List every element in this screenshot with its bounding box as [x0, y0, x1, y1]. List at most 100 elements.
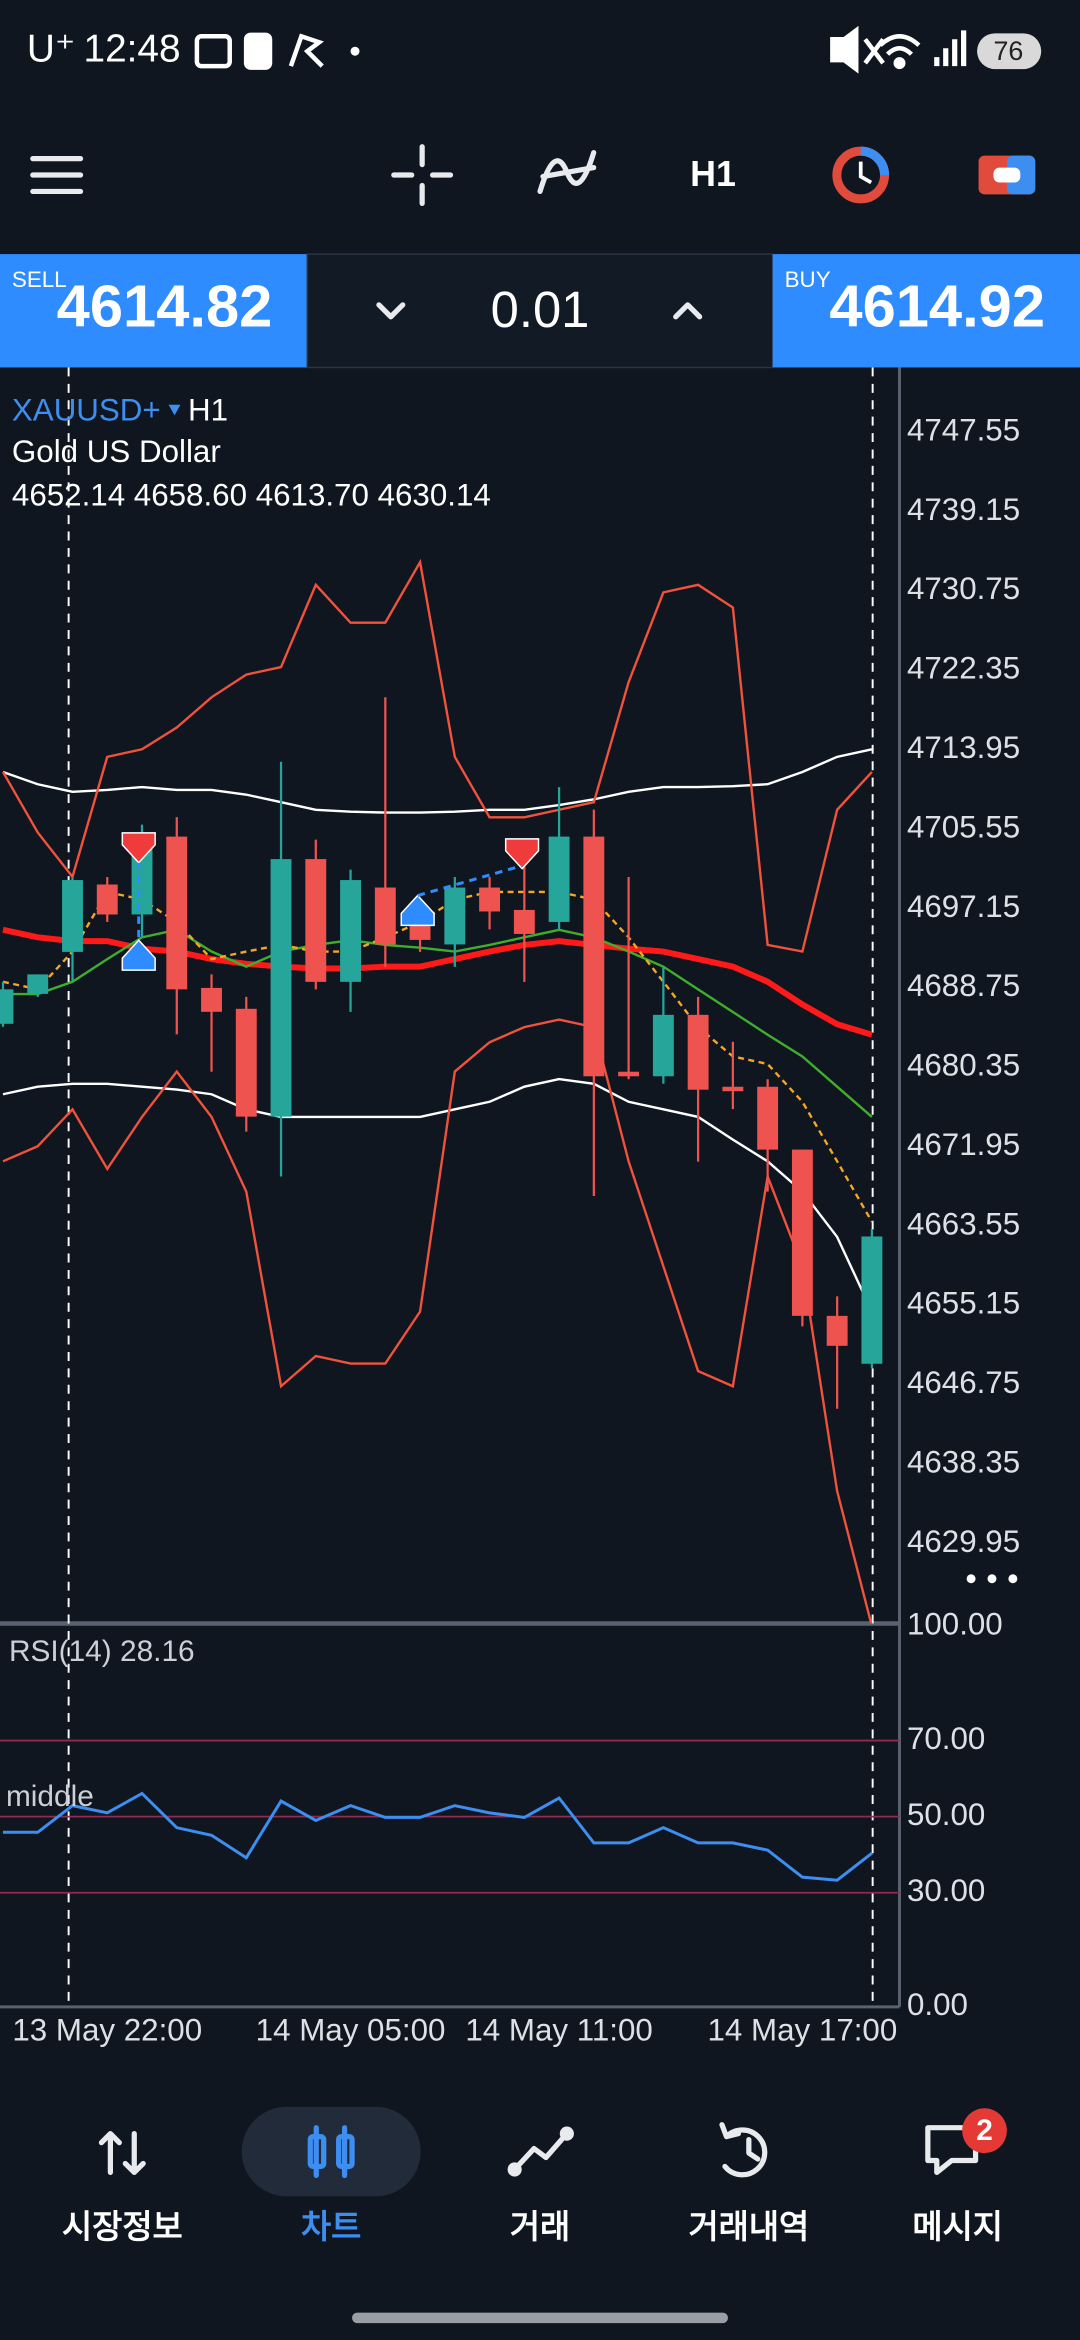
y-tick-label: 100.00 — [907, 1607, 1003, 1642]
candle-body — [305, 859, 327, 982]
clock: 12:48 — [84, 27, 181, 70]
badge-count: 2 — [976, 2114, 993, 2147]
buy-price: 4614.92 — [829, 273, 1045, 340]
indicator-button[interactable] — [537, 150, 597, 195]
rsi-title: RSI(14) 28.16 — [9, 1635, 195, 1668]
y-tick-label: 4705.55 — [907, 809, 1020, 844]
buy-button[interactable] — [772, 254, 1080, 368]
badge — [962, 2108, 1007, 2154]
y-tick-label: 4646.75 — [907, 1365, 1020, 1400]
nav-label[interactable]: 시장정보 — [62, 2208, 183, 2245]
candle-body — [652, 1014, 674, 1077]
candle-body — [791, 1149, 813, 1316]
plot — [0, 558, 900, 1894]
y-tick-label: 4638.35 — [907, 1445, 1020, 1480]
candle-body — [166, 836, 188, 990]
candle-body — [409, 921, 431, 940]
signals — [121, 832, 540, 971]
y-tick-label: 4697.15 — [907, 889, 1020, 924]
more-button[interactable] — [966, 1574, 1018, 1584]
candle-body — [618, 1071, 640, 1077]
y-tick-label: 4629.95 — [907, 1524, 1020, 1559]
y-tick-label: 4655.15 — [907, 1286, 1020, 1321]
sell-button[interactable] — [0, 254, 308, 368]
y-tick-label: 0.00 — [907, 1987, 968, 2022]
home-indicator — [352, 2312, 728, 2324]
sell-price: 4614.82 — [57, 273, 273, 340]
crosshair-button[interactable] — [391, 144, 454, 206]
candle-body — [96, 884, 118, 915]
candle-body — [479, 887, 501, 912]
chart-timeframe: H1 — [188, 392, 228, 427]
rsi-line — [2, 1791, 873, 1882]
indicator-line — [2, 928, 873, 1118]
lot-size: 0.01 — [491, 281, 590, 338]
nav-label[interactable]: 차트 — [301, 2208, 361, 2245]
candle-body — [374, 887, 396, 945]
y-tick-label: 4680.35 — [907, 1048, 1020, 1083]
y-tick-label: 4688.75 — [907, 968, 1020, 1003]
candle-body — [722, 1086, 744, 1092]
y-tick-label: 4747.55 — [907, 412, 1020, 447]
nav-icon — [98, 2122, 979, 2178]
candle-body — [27, 974, 49, 994]
candle-body — [548, 836, 570, 922]
y-tick-label: 70.00 — [907, 1721, 985, 1756]
indicator-line — [2, 748, 873, 814]
sell-label: SELL — [12, 267, 67, 292]
x-tick-label: 13 May 22:00 — [12, 2012, 202, 2047]
indicator-line — [2, 1077, 873, 1313]
lot-down[interactable] — [376, 302, 406, 320]
symbol[interactable]: XAUUSD+ — [12, 392, 161, 427]
candle-body — [687, 1014, 709, 1090]
lot-up[interactable] — [673, 302, 703, 320]
candle-body — [757, 1086, 779, 1150]
carrier: U⁺ — [27, 27, 75, 70]
candle-body — [826, 1315, 848, 1346]
nav-label[interactable]: 메시지 — [912, 2208, 1003, 2245]
nav-icon — [307, 2125, 355, 2179]
candle-body — [861, 1236, 883, 1364]
trade-button[interactable] — [978, 155, 1036, 195]
candle-body — [201, 987, 222, 1012]
y-tick-label: 4663.55 — [907, 1206, 1020, 1241]
menu-button[interactable] — [30, 156, 84, 195]
symbol-description: Gold US Dollar — [12, 434, 221, 469]
nav-active — [241, 2106, 421, 2197]
candle-body — [62, 880, 83, 952]
y-tick-label: 4671.95 — [907, 1127, 1020, 1162]
x-tick-label: 14 May 11:00 — [465, 2012, 652, 2047]
ohlc: 4652.14 4658.60 4613.70 4630.14 — [12, 478, 491, 513]
y-tick-label: 4713.95 — [907, 730, 1020, 765]
y-tick-label: 4730.75 — [907, 571, 1020, 606]
y-tick-label: 4722.35 — [907, 651, 1020, 686]
x-tick-label: 14 May 17:00 — [708, 2012, 898, 2047]
candle-body — [583, 836, 605, 1077]
candle-body — [340, 880, 361, 982]
history-button[interactable] — [832, 146, 890, 204]
buy-label: BUY — [785, 267, 831, 292]
x-tick-label: 14 May 05:00 — [256, 2012, 446, 2047]
candle-body — [444, 887, 466, 945]
y-tick-label: 50.00 — [907, 1797, 985, 1832]
candle-body — [235, 1008, 257, 1117]
battery-level: 76 — [993, 36, 1023, 66]
nav-label[interactable]: 거래 — [510, 2208, 570, 2245]
candle-body — [131, 847, 153, 915]
candle-body — [270, 859, 292, 1117]
battery — [977, 33, 1042, 70]
symbol-dropdown[interactable] — [168, 404, 181, 416]
y-tick-label: 30.00 — [907, 1873, 985, 1908]
price-plot — [0, 558, 883, 1624]
indicator-line — [2, 1018, 873, 1624]
status-icons — [194, 25, 967, 74]
indicator-line — [1, 558, 873, 953]
rsi-annotation: middle — [6, 1780, 94, 1813]
timeframe-button[interactable]: H1 — [690, 154, 736, 194]
y-tick-label: 4739.15 — [907, 492, 1020, 527]
candle-body — [513, 909, 535, 934]
candle-body — [0, 989, 14, 1024]
nav-label[interactable]: 거래내역 — [688, 2208, 809, 2245]
